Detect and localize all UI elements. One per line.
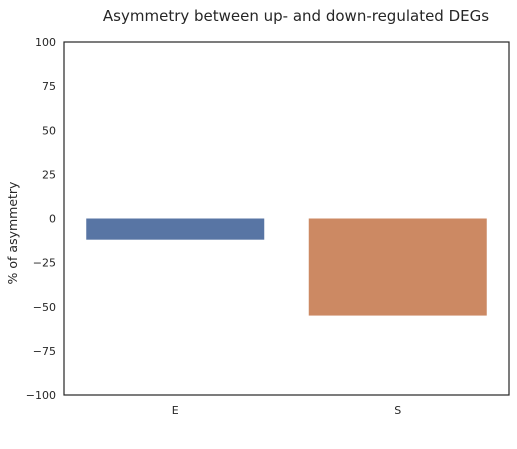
x-tick-label: S [394,404,401,417]
plot-frame [63,41,510,396]
x-tick-label: E [172,404,179,417]
y-tick-label: −50 [33,301,56,314]
y-tick-label: 100 [35,36,56,49]
y-tick-label: 75 [42,80,56,93]
bars [86,218,487,316]
y-tick-label: −75 [33,345,56,358]
y-axis-ticks: 100 75 50 25 0 −25 −50 −75 −100 [26,36,56,402]
y-tick-label: −25 [33,257,56,270]
chart-title: Asymmetry between up- and down-regulated… [103,7,489,25]
y-tick-label: 25 [42,168,56,181]
bar-s [308,218,487,316]
y-axis-label: % of asymmetry [5,181,20,285]
y-tick-label: −100 [26,389,56,402]
y-tick-label: 0 [49,213,56,226]
y-tick-label: 50 [42,124,56,137]
bar-e [86,218,265,240]
